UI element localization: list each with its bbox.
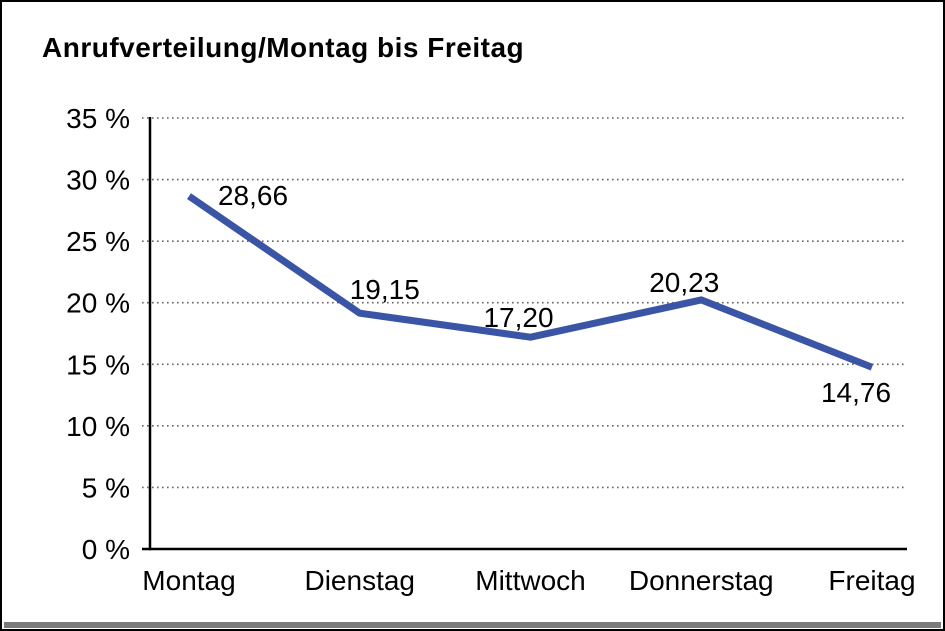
window-bottom-shadow xyxy=(4,622,941,628)
series-line xyxy=(187,193,874,371)
data-point-label: 19,15 xyxy=(350,274,420,305)
x-axis-category-label: Dienstag xyxy=(304,565,415,596)
x-axis-category-label: Montag xyxy=(142,565,235,596)
y-axis-tick-label: 0 % xyxy=(82,534,130,565)
y-axis-tick-label: 35 % xyxy=(66,103,130,134)
y-axis-tick-label: 25 % xyxy=(66,226,130,257)
y-axis-tick-label: 30 % xyxy=(66,165,130,196)
chart-title: Anrufverteilung/Montag bis Freitag xyxy=(42,32,525,63)
x-axis-category-label: Mittwoch xyxy=(475,565,585,596)
data-point-label: 20,23 xyxy=(649,267,719,298)
data-point-label: 28,66 xyxy=(218,180,288,211)
y-axis-tick-label: 5 % xyxy=(82,472,130,503)
data-point-label: 14,76 xyxy=(821,377,891,408)
y-axis-tick-label: 15 % xyxy=(66,349,130,380)
data-point-label: 17,20 xyxy=(483,302,553,333)
x-axis-category-label: Donnerstag xyxy=(629,565,774,596)
y-axis-tick-label: 20 % xyxy=(66,288,130,319)
y-axis-tick-label: 10 % xyxy=(66,411,130,442)
x-axis-category-label: Freitag xyxy=(828,565,915,596)
